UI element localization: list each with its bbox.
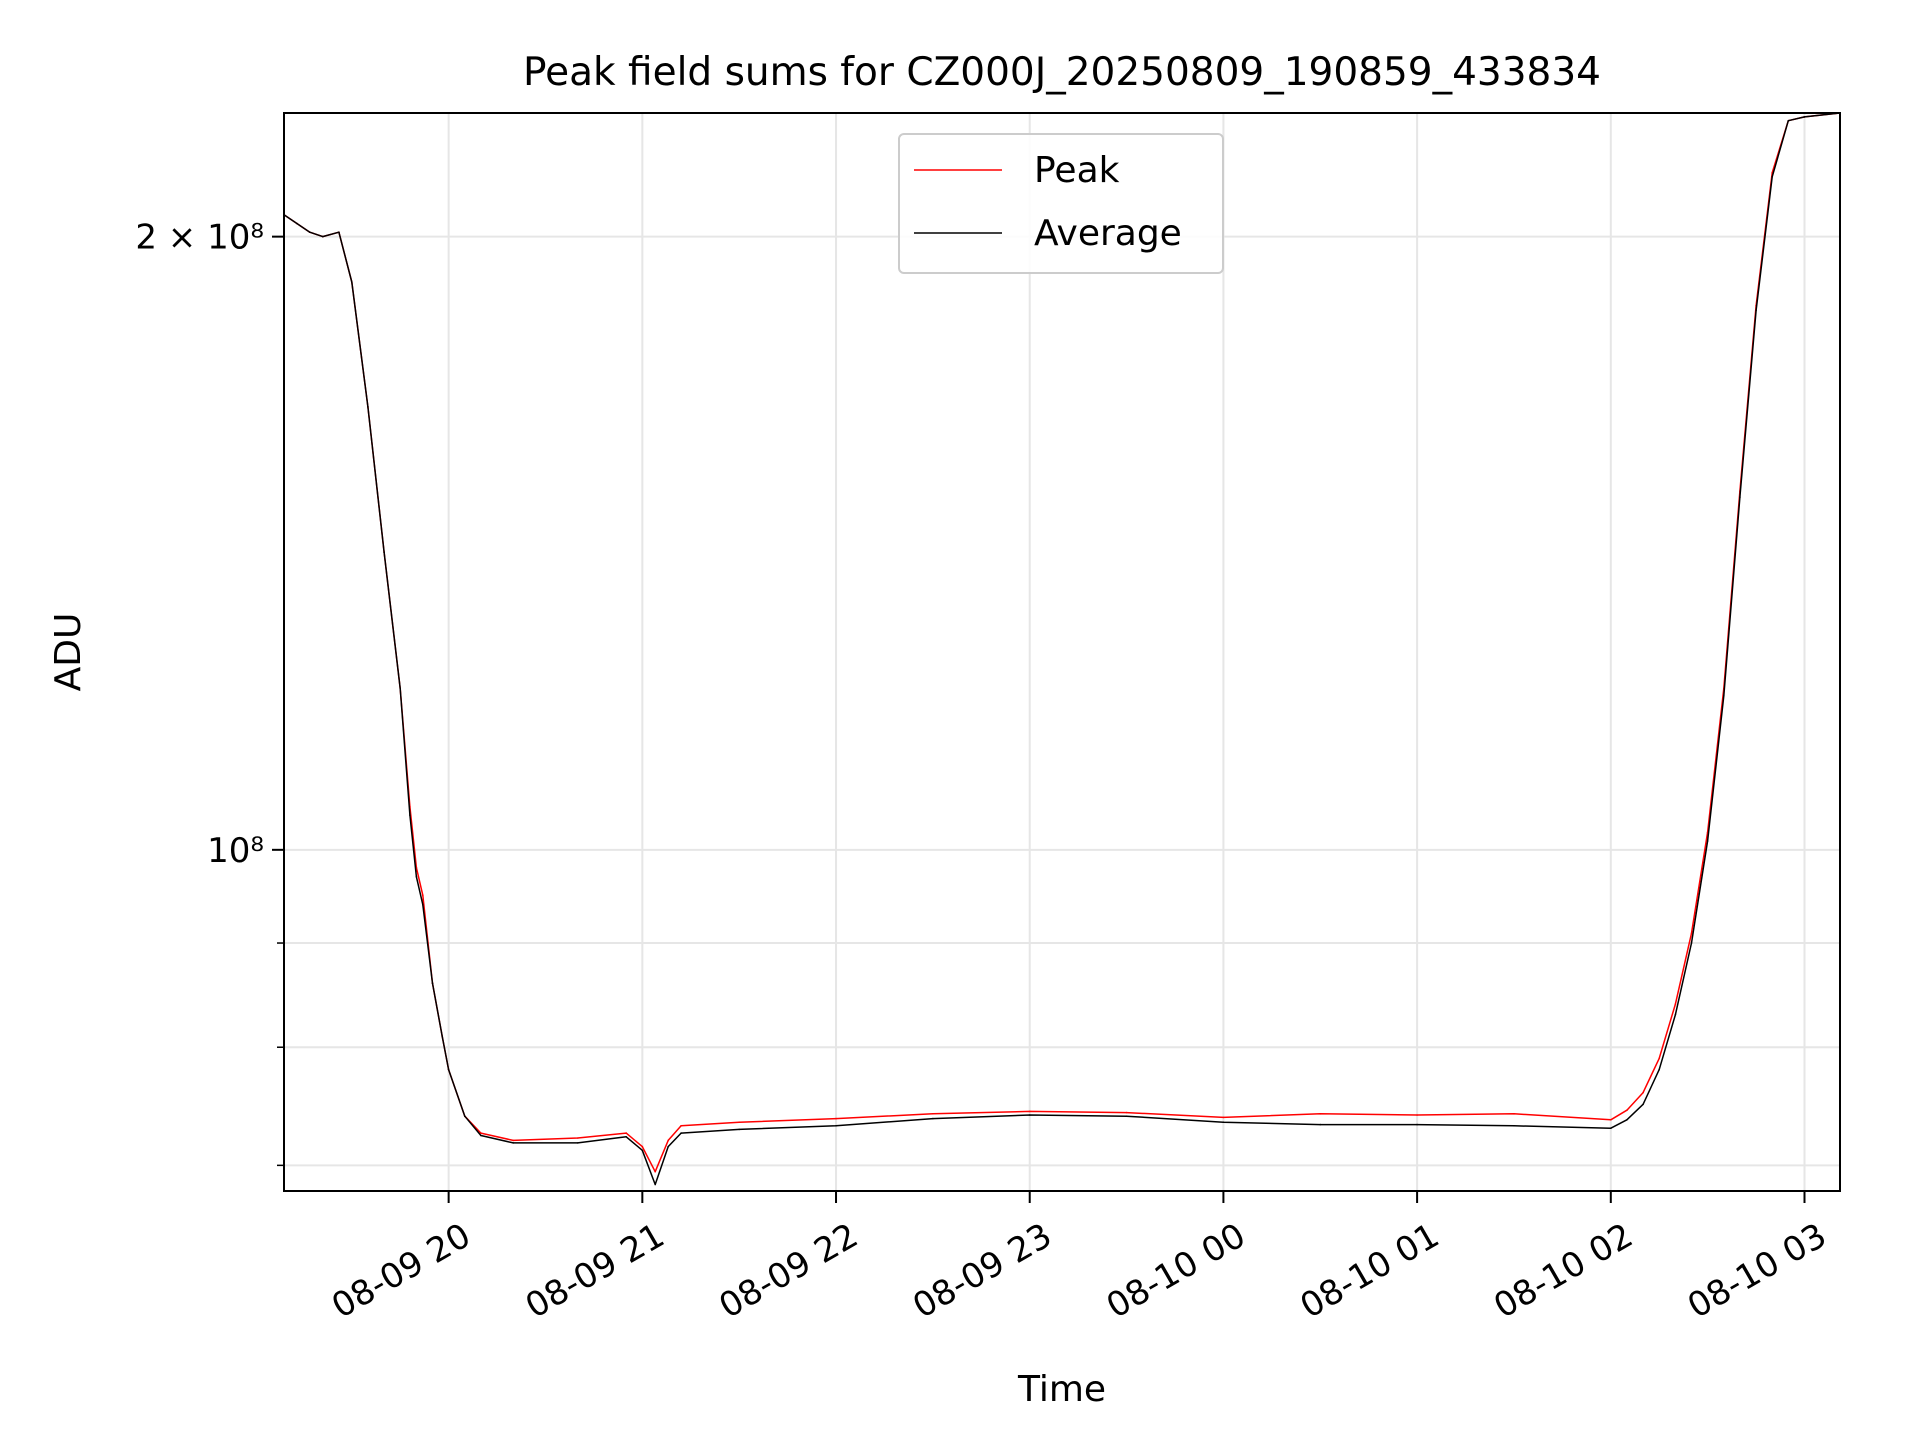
data-point-average: [1223, 1121, 1225, 1123]
x-axis-label: Time: [1017, 1369, 1106, 1410]
data-point-average: [399, 688, 401, 690]
data-point-peak: [1626, 1109, 1628, 1111]
data-point-peak: [1610, 1119, 1612, 1121]
data-point-average: [932, 1118, 934, 1120]
data-point-peak: [667, 1140, 669, 1142]
data-point-peak: [1658, 1058, 1660, 1060]
data-point-average: [383, 551, 385, 553]
data-point-peak: [738, 1121, 740, 1123]
data-point-average: [409, 814, 411, 816]
data-point-peak: [1675, 1003, 1677, 1005]
data-point-average: [625, 1136, 627, 1138]
data-point-average: [1658, 1069, 1660, 1071]
data-point-average: [1416, 1124, 1418, 1126]
data-point-average: [422, 904, 424, 906]
data-point-average: [1126, 1115, 1128, 1117]
data-point-peak: [1513, 1113, 1515, 1115]
data-point-average: [1642, 1104, 1644, 1106]
data-point-peak: [1223, 1117, 1225, 1119]
data-point-average: [1739, 496, 1741, 498]
chart-title: Peak field sums for CZ000J_20250809_1908…: [523, 50, 1601, 95]
y-axis-label: ADU: [48, 613, 89, 692]
data-point-average: [680, 1132, 682, 1134]
data-point-average: [480, 1135, 482, 1137]
data-point-average: [1707, 840, 1709, 842]
data-point-peak: [1642, 1092, 1644, 1094]
y-tick-label: 10⁸: [207, 831, 264, 871]
data-point-average: [738, 1129, 740, 1131]
data-point-peak: [1416, 1114, 1418, 1116]
data-point-peak: [932, 1113, 934, 1115]
data-point-peak: [422, 894, 424, 896]
legend-label-average: Average: [1034, 213, 1182, 254]
data-point-average: [309, 231, 311, 233]
data-point-average: [432, 983, 434, 985]
data-point-peak: [1029, 1111, 1031, 1113]
data-point-peak: [642, 1146, 644, 1148]
y-tick-label: 2 × 10⁸: [135, 218, 264, 258]
data-point-peak: [1320, 1113, 1322, 1115]
data-point-average: [296, 223, 298, 225]
data-point-average: [835, 1125, 837, 1127]
data-point-peak: [625, 1132, 627, 1134]
data-point-average: [416, 876, 418, 878]
legend: Peak Average: [899, 134, 1223, 273]
data-point-average: [1029, 1114, 1031, 1116]
data-point-average: [1771, 176, 1773, 178]
data-point-peak: [835, 1118, 837, 1120]
data-point-peak: [1691, 933, 1693, 935]
data-point-average: [351, 281, 353, 283]
data-point-average: [338, 231, 340, 233]
data-point-average: [667, 1146, 669, 1148]
data-point-average: [642, 1150, 644, 1152]
data-point-average: [654, 1184, 656, 1186]
data-point-average: [512, 1142, 514, 1144]
data-point-average: [1723, 695, 1725, 697]
data-point-average: [367, 406, 369, 408]
data-point-average: [577, 1142, 579, 1144]
data-point-peak: [577, 1137, 579, 1139]
data-point-average: [441, 1035, 443, 1037]
data-point-average: [464, 1115, 466, 1117]
data-point-peak: [512, 1140, 514, 1142]
data-point-peak: [680, 1125, 682, 1127]
data-point-average: [1788, 120, 1790, 122]
data-point-average: [1675, 1014, 1677, 1016]
legend-label-peak: Peak: [1034, 150, 1120, 191]
data-point-average: [448, 1069, 450, 1071]
data-point-average: [1610, 1127, 1612, 1129]
data-point-average: [322, 236, 324, 238]
data-point-peak: [654, 1171, 656, 1173]
data-point-average: [1626, 1119, 1628, 1121]
data-point-average: [1320, 1124, 1322, 1126]
data-point-average: [1804, 116, 1806, 118]
data-point-peak: [1126, 1112, 1128, 1114]
data-point-average: [1755, 310, 1757, 312]
data-point-average: [1691, 942, 1693, 944]
data-point-average: [1513, 1125, 1515, 1127]
